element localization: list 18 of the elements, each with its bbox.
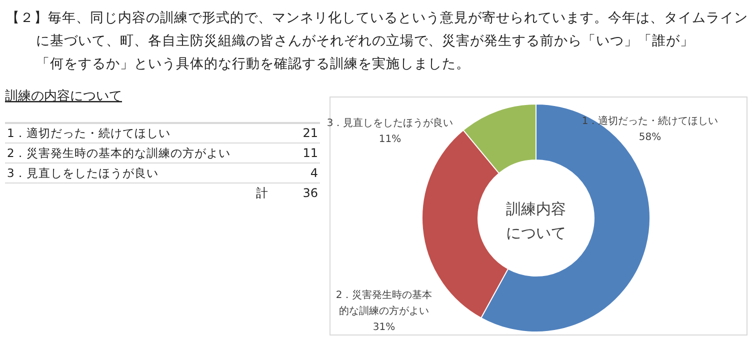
slice-label: 1．適切だった・続けてほしい bbox=[582, 115, 718, 127]
text: 訓練の内容について bbox=[5, 88, 122, 104]
slice-label: 2．災害発生時の基本的な訓練の方がよい bbox=[336, 289, 432, 317]
text: 4 bbox=[310, 166, 318, 180]
category-label: 3．見直しをしたほうが良い bbox=[7, 166, 158, 180]
data-label: 11% bbox=[378, 134, 402, 145]
text: 36 bbox=[302, 186, 318, 200]
data-label: 31% bbox=[372, 322, 396, 333]
text: 11 bbox=[302, 146, 318, 160]
text: 計 bbox=[256, 186, 268, 200]
slice-label: 3．見直しをしたほうが良い bbox=[326, 117, 454, 129]
chart-title: 【２】毎年、同じ内容の訓練で形式的で、マンネリ化しているという意見が寄せられています。今年は、タイムラインに基づいて、町、各自主防災組織の皆さんがそれぞれの立場で、災害が発生する前から「いつ」「誰が」「何をするか」という具体的な行動を確認する訓練を実施しました。 bbox=[6, 10, 748, 72]
category-label: 1．適切だった・続けてほしい bbox=[7, 126, 170, 140]
text: について bbox=[506, 224, 566, 242]
text: 21 bbox=[302, 126, 318, 140]
text: 訓練内容 bbox=[506, 200, 566, 218]
category-label: 2．災害発生時の基本的な訓練の方がよい bbox=[7, 146, 230, 160]
data-label: 58% bbox=[638, 132, 662, 143]
